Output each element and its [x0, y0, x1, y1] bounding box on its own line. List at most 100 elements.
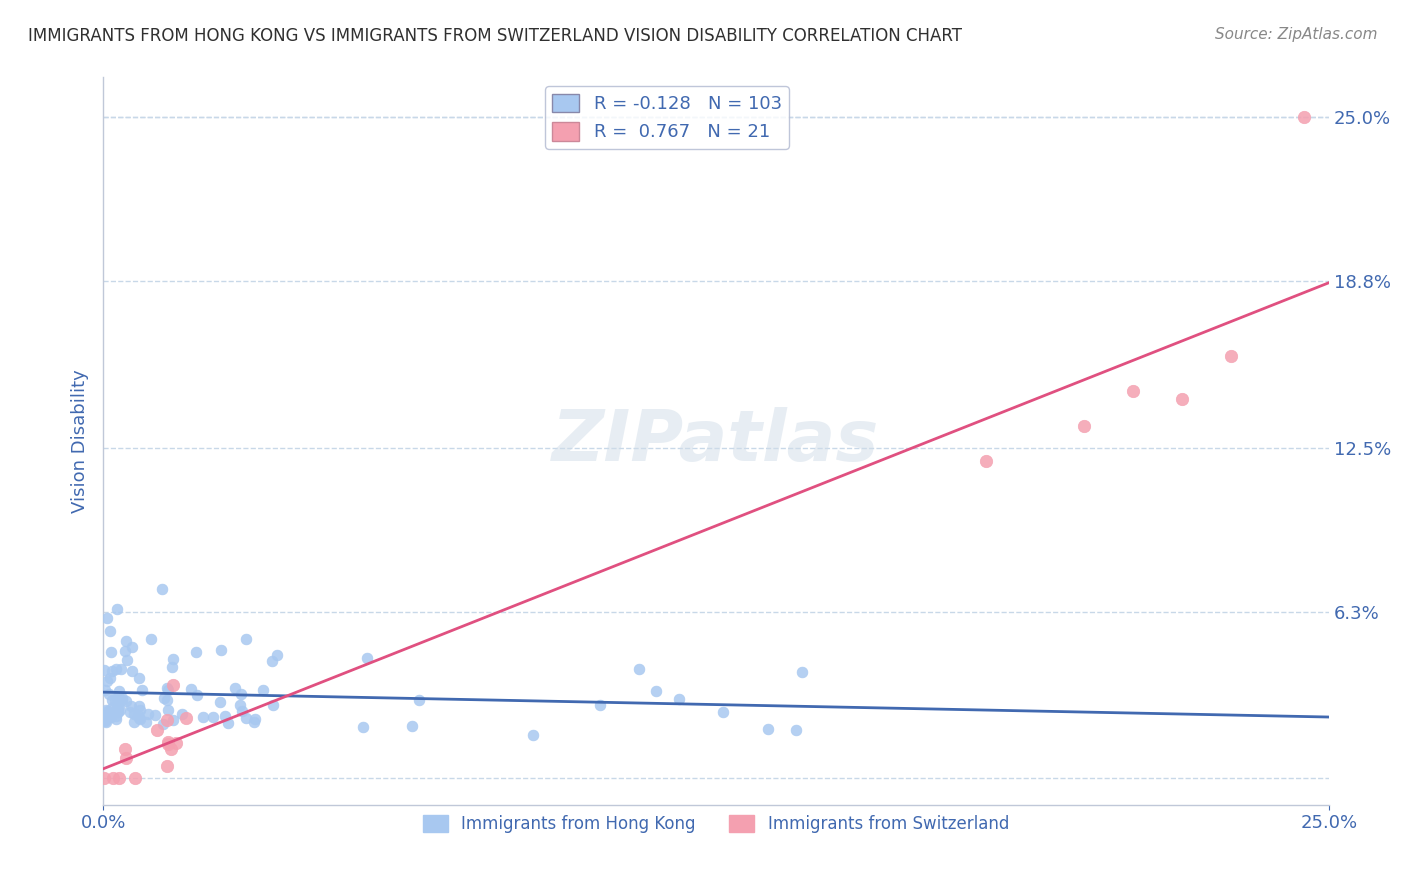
Point	[128, 710, 150, 724]
Point	[115, 694, 138, 708]
Point	[93, 771, 115, 785]
Point	[105, 690, 128, 705]
Point	[231, 704, 253, 718]
Point	[110, 703, 132, 717]
Point	[785, 723, 807, 737]
Point	[162, 714, 184, 728]
Point	[157, 735, 180, 749]
Legend: R = -0.128   N = 103, R =  0.767   N = 21: R = -0.128 N = 103, R = 0.767 N = 21	[546, 87, 789, 149]
Point	[356, 650, 378, 665]
Point	[131, 683, 153, 698]
Point	[114, 644, 136, 658]
Point	[101, 692, 124, 706]
Point	[105, 698, 128, 712]
Point	[94, 703, 117, 717]
Point	[122, 707, 145, 722]
Y-axis label: Vision Disability: Vision Disability	[72, 369, 89, 513]
Point	[105, 709, 128, 723]
Point	[97, 704, 120, 718]
Point	[104, 713, 127, 727]
Point	[101, 664, 124, 678]
Point	[214, 709, 236, 723]
Point	[128, 671, 150, 685]
Point	[138, 707, 160, 722]
Point	[165, 736, 187, 750]
Point	[129, 713, 152, 727]
Point	[100, 700, 122, 714]
Point	[156, 681, 179, 695]
Point	[121, 640, 143, 654]
Point	[152, 716, 174, 731]
Point	[121, 664, 143, 678]
Point	[98, 706, 121, 721]
Point	[150, 582, 173, 597]
Point	[143, 707, 166, 722]
Point	[644, 684, 666, 698]
Point	[94, 713, 117, 727]
Point	[170, 706, 193, 721]
Point	[1073, 419, 1095, 434]
Point	[118, 705, 141, 719]
Point	[114, 741, 136, 756]
Point	[93, 714, 115, 728]
Point	[107, 705, 129, 719]
Point	[100, 624, 122, 639]
Point	[135, 714, 157, 729]
Point	[111, 691, 134, 706]
Point	[93, 663, 115, 677]
Point	[209, 643, 232, 657]
Point	[1294, 110, 1316, 124]
Point	[1122, 384, 1144, 398]
Text: IMMIGRANTS FROM HONG KONG VS IMMIGRANTS FROM SWITZERLAND VISION DISABILITY CORRE: IMMIGRANTS FROM HONG KONG VS IMMIGRANTS …	[28, 27, 962, 45]
Point	[104, 693, 127, 707]
Point	[229, 688, 252, 702]
Point	[184, 645, 207, 659]
Point	[115, 653, 138, 667]
Point	[98, 671, 121, 685]
Point	[108, 771, 131, 785]
Point	[128, 699, 150, 714]
Point	[98, 706, 121, 721]
Point	[160, 742, 183, 756]
Point	[96, 714, 118, 729]
Point	[974, 454, 997, 468]
Point	[1219, 349, 1241, 363]
Point	[153, 691, 176, 706]
Point	[352, 720, 374, 734]
Point	[668, 691, 690, 706]
Point	[711, 705, 734, 719]
Point	[107, 702, 129, 716]
Point	[128, 703, 150, 717]
Point	[162, 678, 184, 692]
Point	[122, 714, 145, 729]
Point	[208, 695, 231, 709]
Point	[93, 709, 115, 723]
Point	[110, 661, 132, 675]
Point	[100, 644, 122, 658]
Point	[224, 681, 246, 695]
Point	[115, 750, 138, 764]
Point	[243, 714, 266, 729]
Point	[104, 661, 127, 675]
Point	[235, 711, 257, 725]
Point	[229, 698, 252, 712]
Point	[262, 654, 284, 668]
Point	[127, 708, 149, 723]
Point	[141, 632, 163, 647]
Point	[162, 660, 184, 674]
Point	[235, 632, 257, 646]
Point	[96, 611, 118, 625]
Point	[1171, 392, 1194, 406]
Point	[252, 682, 274, 697]
Text: Source: ZipAtlas.com: Source: ZipAtlas.com	[1215, 27, 1378, 42]
Point	[120, 698, 142, 713]
Point	[217, 715, 239, 730]
Point	[589, 698, 612, 712]
Point	[100, 708, 122, 723]
Point	[243, 712, 266, 726]
Point	[191, 709, 214, 723]
Point	[101, 771, 124, 785]
Text: ZIPatlas: ZIPatlas	[553, 407, 880, 475]
Point	[790, 665, 813, 679]
Point	[94, 683, 117, 698]
